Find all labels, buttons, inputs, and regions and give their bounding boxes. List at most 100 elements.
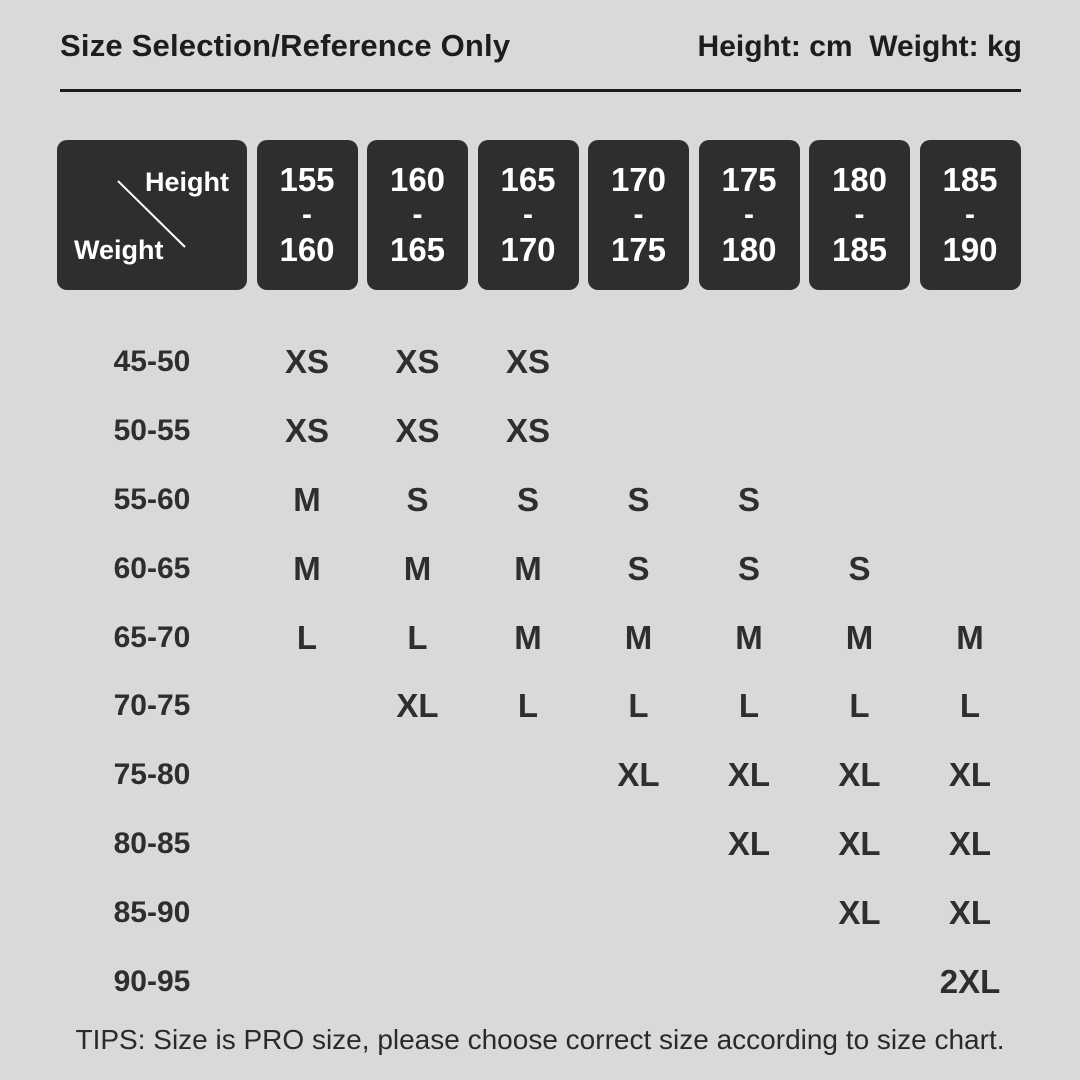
weight-range-label: 85-90 <box>113 895 191 929</box>
height-column-box: 165-170 <box>477 140 579 290</box>
weight-range-label: 75-80 <box>113 758 191 792</box>
height-range-value: 165 <box>500 161 556 198</box>
size-cell: XS <box>284 412 330 450</box>
size-cell: XS <box>505 343 551 381</box>
size-cell: S <box>406 480 429 518</box>
table-row: 75-80 XL XL XL XL <box>57 741 1021 810</box>
size-cell: M <box>293 480 321 518</box>
weight-range-label: 80-85 <box>113 826 191 860</box>
size-cell: XL <box>838 824 881 862</box>
height-column-box: 155-160 <box>256 140 358 290</box>
size-cell: XL <box>727 756 771 794</box>
size-cell: S <box>516 480 539 518</box>
size-cell: S <box>848 549 871 587</box>
size-cell: L <box>296 618 318 656</box>
size-cell: S <box>627 549 650 587</box>
height-range-value: 190 <box>942 231 998 268</box>
table-row: 45-50 XS XS XS <box>57 328 1021 397</box>
height-range-dash: - <box>633 198 644 231</box>
size-cell: XS <box>395 343 440 381</box>
size-cell: S <box>627 480 650 518</box>
size-cell: L <box>517 687 539 725</box>
size-cell: M <box>624 618 653 656</box>
size-cell: XL <box>948 824 992 862</box>
header-row-columns: Height Weight 155-160 160-165 165-170 170-1… <box>57 140 1021 290</box>
height-column-box: 180-185 <box>809 140 910 290</box>
size-cell: M <box>403 549 432 587</box>
weight-range-label: 45-50 <box>113 345 191 379</box>
table-row: 90-95 2XL <box>57 947 1021 1016</box>
weight-range-label: 70-75 <box>113 689 191 723</box>
height-range-value: 175 <box>721 161 777 198</box>
height-range-value: 170 <box>610 161 667 198</box>
size-cell: M <box>293 549 321 587</box>
height-column-box: 175-180 <box>698 140 800 290</box>
weight-range-label: 90-95 <box>113 964 191 998</box>
corner-weight-label: Weight <box>74 235 164 265</box>
size-cell: XL <box>727 824 771 862</box>
page-title: Size Selection/Reference Only <box>60 28 511 63</box>
size-cell: L <box>959 687 981 725</box>
table-row: 80-85 XL XL XL <box>57 810 1021 879</box>
size-cell: 2XL <box>939 962 1001 1000</box>
tips-text: TIPS: Size is PRO size, please choose co… <box>75 1024 1005 1055</box>
height-range-value: 155 <box>279 161 335 198</box>
height-column-box: 160-165 <box>367 140 468 290</box>
height-range-dash: - <box>523 198 533 231</box>
size-cell: S <box>737 549 760 587</box>
table-row: 60-65 M M M S S S <box>57 534 1021 603</box>
table-row: 50-55 XS XS XS <box>57 397 1021 466</box>
header-divider-line <box>60 89 1021 92</box>
diagonal-line <box>117 180 186 248</box>
size-cell: M <box>845 618 874 656</box>
weight-range-label: 60-65 <box>113 551 191 585</box>
table-row: 70-75 XL L L L L L <box>57 672 1021 741</box>
height-column-box: 170-175 <box>588 140 689 290</box>
size-cell: M <box>514 549 542 587</box>
height-range-value: 165 <box>389 231 446 268</box>
height-range-dash: - <box>412 198 423 231</box>
size-cell: XS <box>395 412 440 450</box>
weight-range-label: 50-55 <box>113 414 191 448</box>
size-cell: M <box>735 618 763 656</box>
weight-range-label: 65-70 <box>113 620 191 654</box>
height-range-dash: - <box>302 198 312 231</box>
size-cell: XL <box>617 756 660 794</box>
height-column-box: 185-190 <box>919 140 1021 290</box>
height-range-value: 175 <box>610 231 667 268</box>
size-cell: XL <box>948 756 992 794</box>
height-range-value: 160 <box>389 161 446 198</box>
units-label: Height: cm Weight: kg <box>697 30 1022 63</box>
height-range-value: 170 <box>500 231 556 268</box>
size-cell: XS <box>505 412 551 450</box>
size-cell: XL <box>948 893 992 931</box>
height-range-value: 180 <box>831 161 888 198</box>
corner-height-label: Height <box>145 167 229 197</box>
table-row: 85-90 XL XL <box>57 878 1021 947</box>
size-cell: L <box>407 618 428 656</box>
size-cell: S <box>737 480 760 518</box>
table-row: 55-60 M S S S S <box>57 466 1021 535</box>
height-range-value: 185 <box>831 231 888 268</box>
size-cell: L <box>849 687 870 725</box>
table-row: 65-70 L L M M M M M <box>57 603 1021 672</box>
size-rows: 45-50 XS XS XS 50-55 XS XS XS 55-60 M S S S S 60-65 M M M… <box>57 328 1021 1016</box>
size-cell: XS <box>284 343 330 381</box>
size-cell: XL <box>396 687 439 725</box>
size-cell: L <box>628 687 649 725</box>
height-range-dash: - <box>965 198 975 231</box>
size-cell: XL <box>838 893 881 931</box>
size-cell: M <box>514 618 542 656</box>
weight-range-label: 55-60 <box>113 482 191 516</box>
height-range-dash: - <box>744 198 754 231</box>
height-range-value: 180 <box>721 231 777 268</box>
height-range-dash: - <box>854 198 865 231</box>
size-cell: XL <box>838 756 881 794</box>
corner-header-box: Height Weight <box>57 140 247 290</box>
height-range-value: 185 <box>942 161 998 198</box>
height-range-value: 160 <box>279 231 335 268</box>
size-cell: M <box>956 618 984 656</box>
top-header: Size Selection/Reference Only Height: cm… <box>60 28 1022 64</box>
size-cell: L <box>738 687 760 725</box>
